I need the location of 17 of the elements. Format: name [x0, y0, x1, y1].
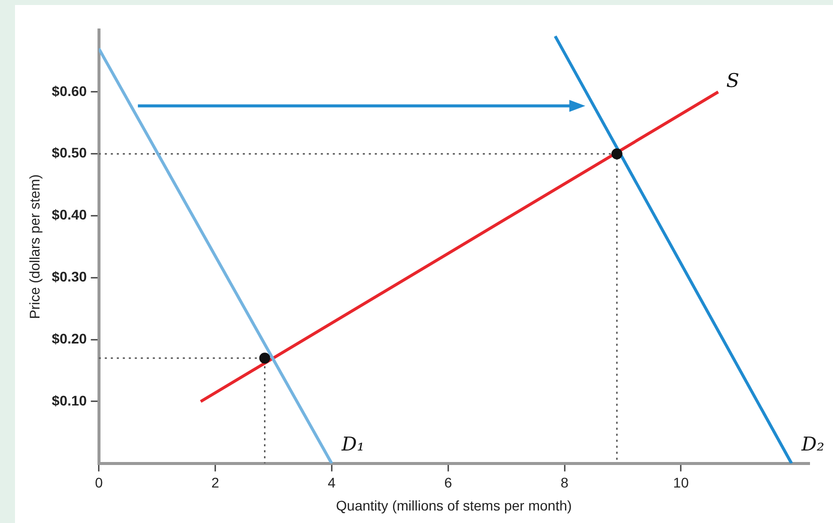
y-tick-label: $0.20	[52, 330, 88, 346]
y-axis-title: Price (dollars per stem)	[26, 174, 42, 320]
y-tick-label: $0.10	[52, 392, 88, 408]
x-tick-label: 0	[94, 474, 103, 491]
y-tick-label: $0.50	[52, 144, 88, 161]
x-axis-title: Quantity (millions of stems per month)	[336, 497, 572, 514]
x-tick-label: 10	[673, 474, 689, 491]
x-tick-label: 8	[560, 474, 569, 491]
y-tick-label: $0.60	[52, 82, 88, 99]
y-tick-label: $0.40	[52, 206, 88, 223]
y-tick-label: $0.30	[52, 268, 88, 285]
series-label: D₁	[340, 433, 365, 456]
x-tick-label: 6	[444, 474, 452, 491]
series-label: D₂	[800, 433, 824, 456]
x-tick-label: 4	[328, 474, 336, 491]
x-tick-label: 2	[211, 474, 220, 491]
series-label: S	[726, 70, 740, 92]
